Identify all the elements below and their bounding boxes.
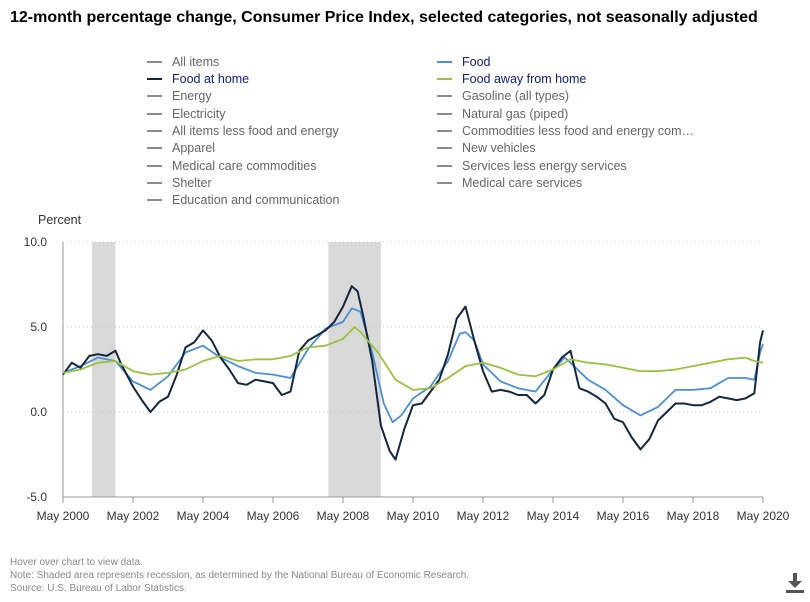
legend-item-label: Natural gas (piped) [462,106,569,121]
legend-swatch [147,129,162,132]
x-tick-label: May 2010 [387,509,440,523]
legend-item-shelter[interactable]: Shelter [147,174,212,191]
legend-swatch [437,77,452,80]
x-tick-label: May 2002 [107,509,160,523]
legend-item-label: Energy [172,89,212,103]
legend-item-all-items[interactable]: All items [147,53,219,70]
legend-item-food[interactable]: Food [437,53,491,70]
legend-item-label: Food [462,54,491,69]
source-note: Source: U.S. Bureau of Labor Statistics. [10,583,187,594]
x-tick-label: May 2018 [667,509,720,523]
legend-item-medical-services[interactable]: Medical care services [437,174,582,191]
chart-area[interactable]: 10.0 5.0 0.0 -5.0 May 2000 May 2002 May 2004 Ma… [0,205,810,530]
x-tick-label: May 2014 [527,509,580,523]
legend-item-label: Services less energy services [462,158,627,173]
legend-item-education[interactable]: Education and communication [147,192,339,209]
legend-item-label: Food at home [172,71,250,86]
x-tick-label: May 2012 [457,509,510,523]
legend-swatch [147,77,162,80]
legend-swatch [147,199,162,201]
x-tick-label: May 2004 [177,509,230,523]
legend-item-label: Medical care services [462,175,583,190]
y-axis-label: Percent [38,213,82,227]
legend-swatch [147,60,162,63]
legend-item-gasoline[interactable]: Gasoline (all types) [437,88,569,105]
legend-swatch [147,95,162,97]
y-tick-label: -5.0 [26,490,47,504]
legend-swatch [437,60,452,63]
legend-swatch [437,129,452,132]
legend-item-label: Education and communication [172,193,340,207]
legend-item-label: Commodities less food and energy com… [462,123,695,138]
recession-note: Note: Shaded area represents recession, … [10,570,470,581]
legend-item-label: Gasoline (all types) [462,89,569,103]
legend-item-label: Apparel [172,141,216,155]
legend-item-food-away-from-home[interactable]: Food away from home [437,70,586,87]
legend-item-label: Medical care commodities [172,158,317,173]
recession-band [92,242,116,497]
legend-swatch [147,112,162,115]
legend-swatch [437,112,452,115]
legend-swatch [147,147,162,149]
legend-swatch [437,164,452,167]
legend-swatch [437,95,452,97]
legend-item-label: All items [172,54,220,69]
chart-footnotes: Hover over chart to view data. Note: Sha… [10,556,469,595]
legend-item-services-less-energy[interactable]: Services less energy services [437,157,627,174]
y-tick-label: 0.0 [30,405,47,419]
legend-item-energy[interactable]: Energy [147,88,212,105]
x-tick-label: May 2016 [597,509,650,523]
legend-swatch [147,164,162,167]
chart-title: 12-month percentage change, Consumer Pri… [10,9,758,26]
legend-item-core-commodities[interactable]: Commodities less food and energy com… [437,122,694,139]
legend-item-label: All items less food and energy [172,123,339,138]
series-line-food-away-from-home [62,326,764,391]
legend-item-food-at-home[interactable]: Food at home [147,70,249,87]
series-line-food-at-home [62,285,764,461]
legend-item-label: Shelter [172,175,212,190]
line-chart[interactable]: 10.0 5.0 0.0 -5.0 May 2000 May 2002 May 2004 Ma… [0,205,810,530]
hover-hint: Hover over chart to view data. [10,557,143,568]
chart-legend: All items Food Food at home Food away fr… [0,52,810,212]
legend-item-label: New vehicles [462,141,536,155]
legend-swatch [437,181,452,184]
legend-item-electricity[interactable]: Electricity [147,105,225,122]
recession-band [328,242,381,497]
y-tick-label: 10.0 [24,235,48,249]
x-tick-label: May 2020 [737,509,790,523]
x-tick-label: May 2008 [317,509,370,523]
download-icon[interactable] [785,572,805,594]
legend-swatch [437,147,452,149]
x-tick-label: May 2006 [247,509,300,523]
legend-item-core[interactable]: All items less food and energy [147,122,339,139]
series-line-food [62,307,764,424]
legend-item-new-vehicles[interactable]: New vehicles [437,140,536,157]
legend-item-natural-gas[interactable]: Natural gas (piped) [437,105,568,122]
legend-item-label: Food away from home [462,71,587,86]
x-tick-label: May 2000 [37,509,90,523]
legend-item-label: Electricity [172,106,226,121]
legend-item-medical-commodities[interactable]: Medical care commodities [147,157,317,174]
legend-swatch [147,181,162,184]
y-tick-label: 5.0 [30,320,47,334]
legend-item-apparel[interactable]: Apparel [147,140,215,157]
